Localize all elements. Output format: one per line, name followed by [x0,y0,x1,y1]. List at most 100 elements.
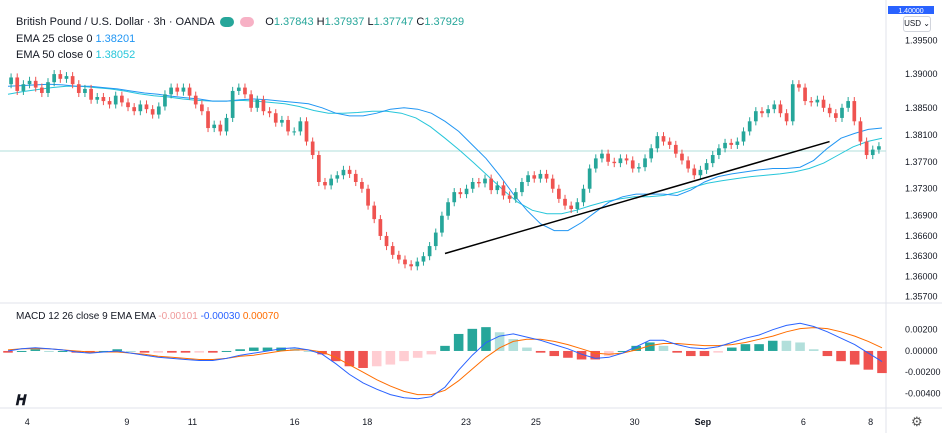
candle [335,171,340,183]
macd-tick-label: -0.00400 [905,388,941,398]
candle [40,83,44,98]
candle [403,255,407,269]
candle [212,120,217,133]
macd-lines [7,322,883,400]
candle [181,83,186,96]
candle [427,242,432,261]
candle [76,80,81,98]
macd-histogram-bar [645,342,655,351]
macd-histogram-bar [358,350,368,368]
ema50-legend[interactable]: EMA 50 close 0 1.38052 [16,49,135,61]
candle [766,105,770,118]
candle [673,140,678,158]
ema25-label: EMA 25 close 0 [16,33,93,45]
candle [753,107,758,126]
candle [717,144,721,160]
ema-50-line [7,85,883,215]
macd-line-value: -0.00030 [200,311,241,322]
trendline-layer [444,140,830,255]
macd-histogram-bar [563,350,573,358]
macd-histogram-bar [508,339,519,351]
candle [637,163,641,173]
candle [156,102,161,119]
candle [200,100,204,116]
candle [532,171,537,183]
time-tick-label: 11 [188,417,197,427]
candle [772,100,777,114]
macd-histogram-bar [481,327,491,351]
macd-signal-value: 0.00070 [242,311,279,322]
ema25-legend[interactable]: EMA 25 close 0 1.38201 [16,33,135,45]
candle [790,80,795,126]
price-tick-label: 1.38500 [905,103,938,113]
candle [286,115,290,136]
candle [778,100,783,118]
macd-histogram-bar [112,349,123,351]
candle [606,149,610,166]
candle [852,97,857,126]
ema25-value: 1.38201 [95,33,136,45]
candle [520,177,524,197]
top-price-label-partial [888,6,934,14]
macd-histogram-bar [180,350,191,353]
macd-legend[interactable]: MACD 12 26 close 9 EMA EMA -0.00101 -0.0… [16,311,279,322]
macd-histogram-bar [303,350,314,352]
currency-button[interactable]: USD ⌄ [903,16,931,32]
macd-histogram-bar [139,350,150,353]
macd-hist-value: -0.00101 [158,311,198,322]
candle [710,150,715,168]
macd-histogram-bar [330,350,341,362]
symbol-title[interactable]: British Pound / U.S. Dollar · 3h · OANDA [16,16,215,28]
candle [218,120,223,136]
tradingview-logo[interactable]: 𝑯 [16,392,27,408]
alert-icon[interactable] [240,17,255,28]
price-tick-label: 1.39500 [905,35,938,45]
settings-gear-icon[interactable]: ⚙ [911,414,923,429]
macd-histogram-bar [3,350,13,353]
macd-histogram-bar [399,350,409,362]
price-tick-label: 1.39000 [905,69,938,79]
macd-histogram-bar [795,342,805,351]
time-tick-label: Sep [695,417,712,427]
candle [587,164,592,193]
macd-histogram-bar [262,347,273,351]
macd-histogram-bar [235,349,245,351]
candle [9,73,13,89]
macd-histogram-bar [590,350,600,360]
macd-histogram-bar [98,350,109,352]
price-axis[interactable]: 1.39500 1.39000 1.38500 1.38100 1.37700 1.373… [905,35,938,301]
candle [292,127,297,136]
candle [624,154,629,165]
ema50-value: 1.38052 [95,49,136,61]
macd-histogram-bar [522,347,532,351]
candle [384,231,389,251]
candle [446,198,450,220]
candle [495,181,500,195]
candle [526,171,530,187]
macd-histogram-bar [822,350,833,357]
candle [132,103,137,116]
ema50-label: EMA 50 close 0 [16,49,93,61]
macd-histogram-bar [740,344,751,351]
candle [630,156,635,173]
macd-line [7,322,883,400]
ema-25-line [7,83,883,232]
macd-histogram-bar [494,332,505,351]
candle [452,188,457,207]
macd-histogram-bar [344,350,355,367]
macd-axis[interactable]: 0.00200 0.00000 -0.00200 -0.00400 [905,325,941,399]
macd-histogram-bar [699,350,710,357]
time-tick-label: 18 [362,417,372,427]
candle [409,260,413,271]
macd-histogram-bar [371,350,382,367]
candle [415,257,420,271]
candle [661,132,666,146]
time-axis[interactable]: 4 9 11 16 18 23 25 30 Sep 6 8 [25,417,873,427]
macd-histogram-bar [57,350,68,352]
candle [433,228,438,251]
candle [686,156,690,173]
trendline[interactable] [444,140,830,255]
macd-histogram-bar [686,350,696,357]
candle [507,191,512,203]
